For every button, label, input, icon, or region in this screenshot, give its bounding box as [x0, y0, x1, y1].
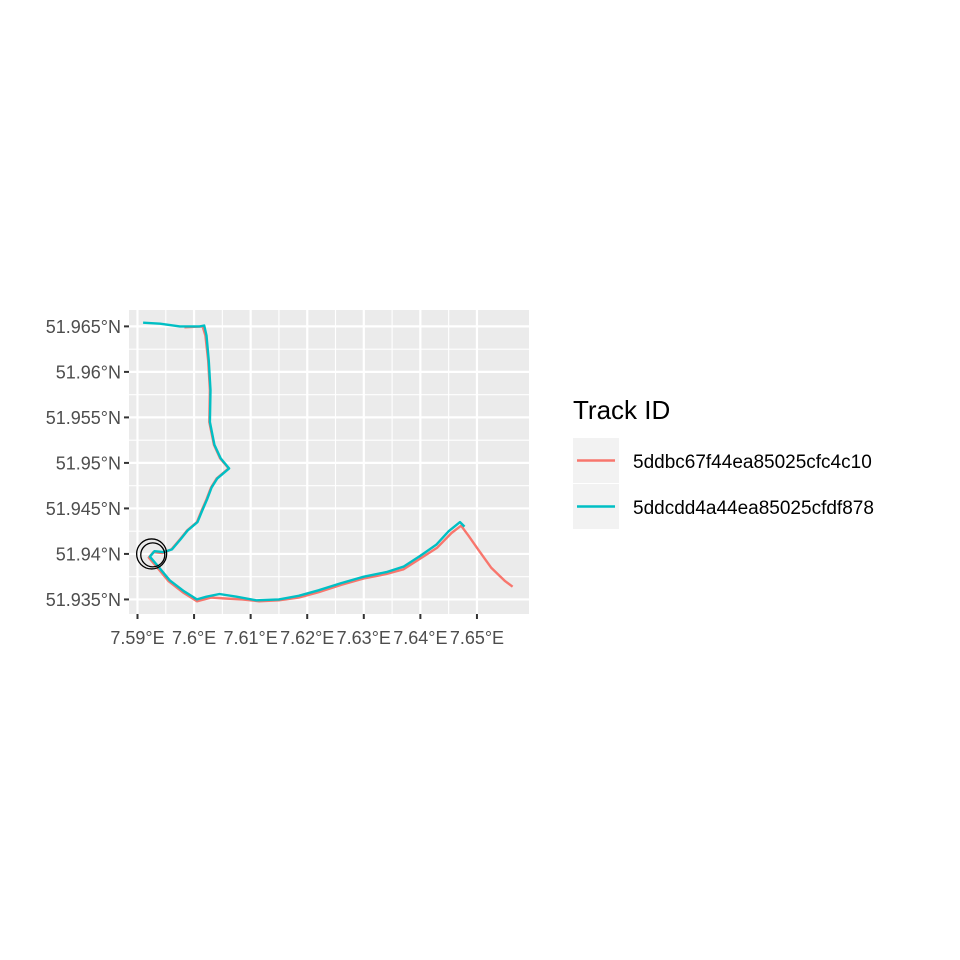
- y-tick-label-0: 51.935°N: [46, 590, 121, 610]
- y-tick-label-6: 51.965°N: [46, 317, 121, 337]
- y-tick-label-1: 51.94°N: [56, 544, 121, 564]
- y-tick-label-5: 51.96°N: [56, 362, 121, 382]
- x-tick-label-5: 7.64°E: [393, 628, 447, 648]
- y-tick-label-3: 51.95°N: [56, 453, 121, 473]
- grid-minor: [129, 310, 529, 614]
- x-tick-label-4: 7.63°E: [337, 628, 391, 648]
- x-tick-label-0: 7.59°E: [110, 628, 164, 648]
- x-axis: 7.59°E 7.6°E 7.61°E 7.62°E 7.63°E 7.64°E 7.65°…: [110, 614, 504, 648]
- legend-title: Track ID: [573, 395, 670, 425]
- series-layer: [143, 321, 514, 603]
- x-tick-label-3: 7.62°E: [280, 628, 334, 648]
- series-line-2: [143, 321, 466, 602]
- start-marker-circle-1: [135, 538, 168, 570]
- legend-label-1: 5ddbc67f44ea85025cfc4c10: [633, 452, 872, 473]
- annotation-layer: [135, 538, 168, 570]
- x-tick-label-1: 7.6°E: [172, 628, 216, 648]
- y-tick-label-4: 51.955°N: [46, 408, 121, 428]
- x-tick-label-2: 7.61°E: [224, 628, 278, 648]
- legend-label-2: 5ddcdd4a44ea85025cfdf878: [633, 498, 874, 519]
- legend: Track ID 5ddbc67f44ea85025cfc4c10 5ddcdd…: [573, 395, 874, 529]
- x-tick-label-6: 7.65°E: [450, 628, 504, 648]
- y-tick-label-2: 51.945°N: [46, 499, 121, 519]
- y-axis: 51.935°N 51.94°N 51.945°N 51.95°N 51.955°N 51…: [46, 317, 129, 610]
- start-marker-circle-2: [140, 542, 166, 568]
- grid-major: [129, 310, 529, 614]
